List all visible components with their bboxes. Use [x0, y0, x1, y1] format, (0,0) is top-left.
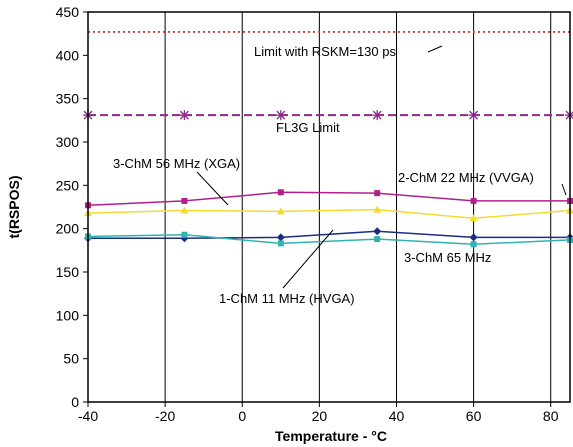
2chm-22mhz-point	[276, 207, 285, 215]
x-tick-label: 0	[238, 408, 246, 424]
limit-rskm-leader	[427, 45, 443, 53]
2chm-22mhz-label: 2-ChM 22 MHz (VVGA)	[398, 170, 534, 185]
1chm-11mhz-point	[373, 227, 382, 236]
x-axis-title: Temperature - °C	[275, 428, 387, 444]
x-tick-label: 80	[543, 408, 559, 424]
x-tick-label: -20	[155, 408, 175, 424]
fl3g-limit-point	[372, 110, 383, 121]
x-tick-label: 60	[466, 408, 482, 424]
fl3g-label: FL3G Limit	[276, 120, 340, 135]
y-tick-label: 450	[56, 4, 80, 20]
2chm-22mhz-point	[373, 205, 382, 213]
x-tick-label: -40	[78, 408, 98, 424]
3chm-65mhz-point	[374, 236, 381, 243]
2chm-22mhz-line	[87, 208, 571, 220]
2chm-22mhz-point	[180, 206, 189, 214]
1chm-11mhz-leader	[282, 229, 334, 289]
fl3g-limit-point	[468, 110, 479, 121]
y-tick-label: 350	[56, 91, 80, 107]
limit-rskm-label: Limit with RSKM=130 ps	[254, 44, 396, 59]
3chm-65mhz-point	[181, 231, 188, 238]
y-tick-label: 150	[56, 264, 80, 280]
series-lines	[83, 31, 573, 248]
y-tick-label: 0	[71, 394, 79, 410]
2chm-22mhz-point	[469, 214, 478, 222]
3chm-56mhz-leader	[196, 171, 229, 206]
1chm-11mhz-point	[276, 233, 285, 242]
y-tick-label: 400	[56, 47, 80, 63]
3chm-65mhz-label: 3-ChM 65 MHz	[404, 250, 491, 265]
grid-lines	[83, 11, 552, 407]
3chm-56mhz-label: 3-ChM 56 MHz (XGA)	[113, 156, 240, 171]
3chm-65mhz-point	[470, 241, 477, 248]
y-tick-label: 50	[63, 351, 79, 367]
2chm-22mhz-leader	[561, 183, 567, 196]
3chm-56mhz-point	[374, 190, 381, 197]
3chm-56mhz-point	[277, 189, 284, 196]
3chm-56mhz-line	[87, 191, 570, 207]
y-tick-label: 200	[56, 221, 80, 237]
y-tick-label: 250	[56, 177, 80, 193]
series-fl3g-limit	[83, 110, 573, 121]
series-3chm-56mhz	[85, 189, 573, 209]
1chm-11mhz-point	[469, 233, 478, 242]
3chm-56mhz-point	[181, 197, 188, 204]
fl3g-limit-point	[179, 110, 190, 121]
y-tick-label: 100	[56, 307, 80, 323]
tick-labels: -40 -20 0 20 40 60 80 0 50 100 150 200 250 300 350 400 4…	[56, 4, 559, 424]
plot-frame	[87, 11, 571, 403]
x-tick-label: 20	[312, 408, 328, 424]
series-2chm-22mhz	[84, 205, 573, 222]
x-tick-label: 40	[389, 408, 405, 424]
3chm-65mhz-point	[277, 240, 284, 247]
fl3g-limit-point	[275, 110, 286, 121]
3chm-56mhz-point	[470, 197, 477, 204]
y-axis-title: t(RSPOS)	[6, 176, 22, 239]
3chm-65mhz-line	[87, 233, 571, 246]
y-tick-label: 300	[56, 134, 80, 150]
fl3g-limit-point	[565, 110, 573, 121]
1chm-11mhz-label: 1-ChM 11 MHz (HVGA)	[219, 291, 355, 306]
